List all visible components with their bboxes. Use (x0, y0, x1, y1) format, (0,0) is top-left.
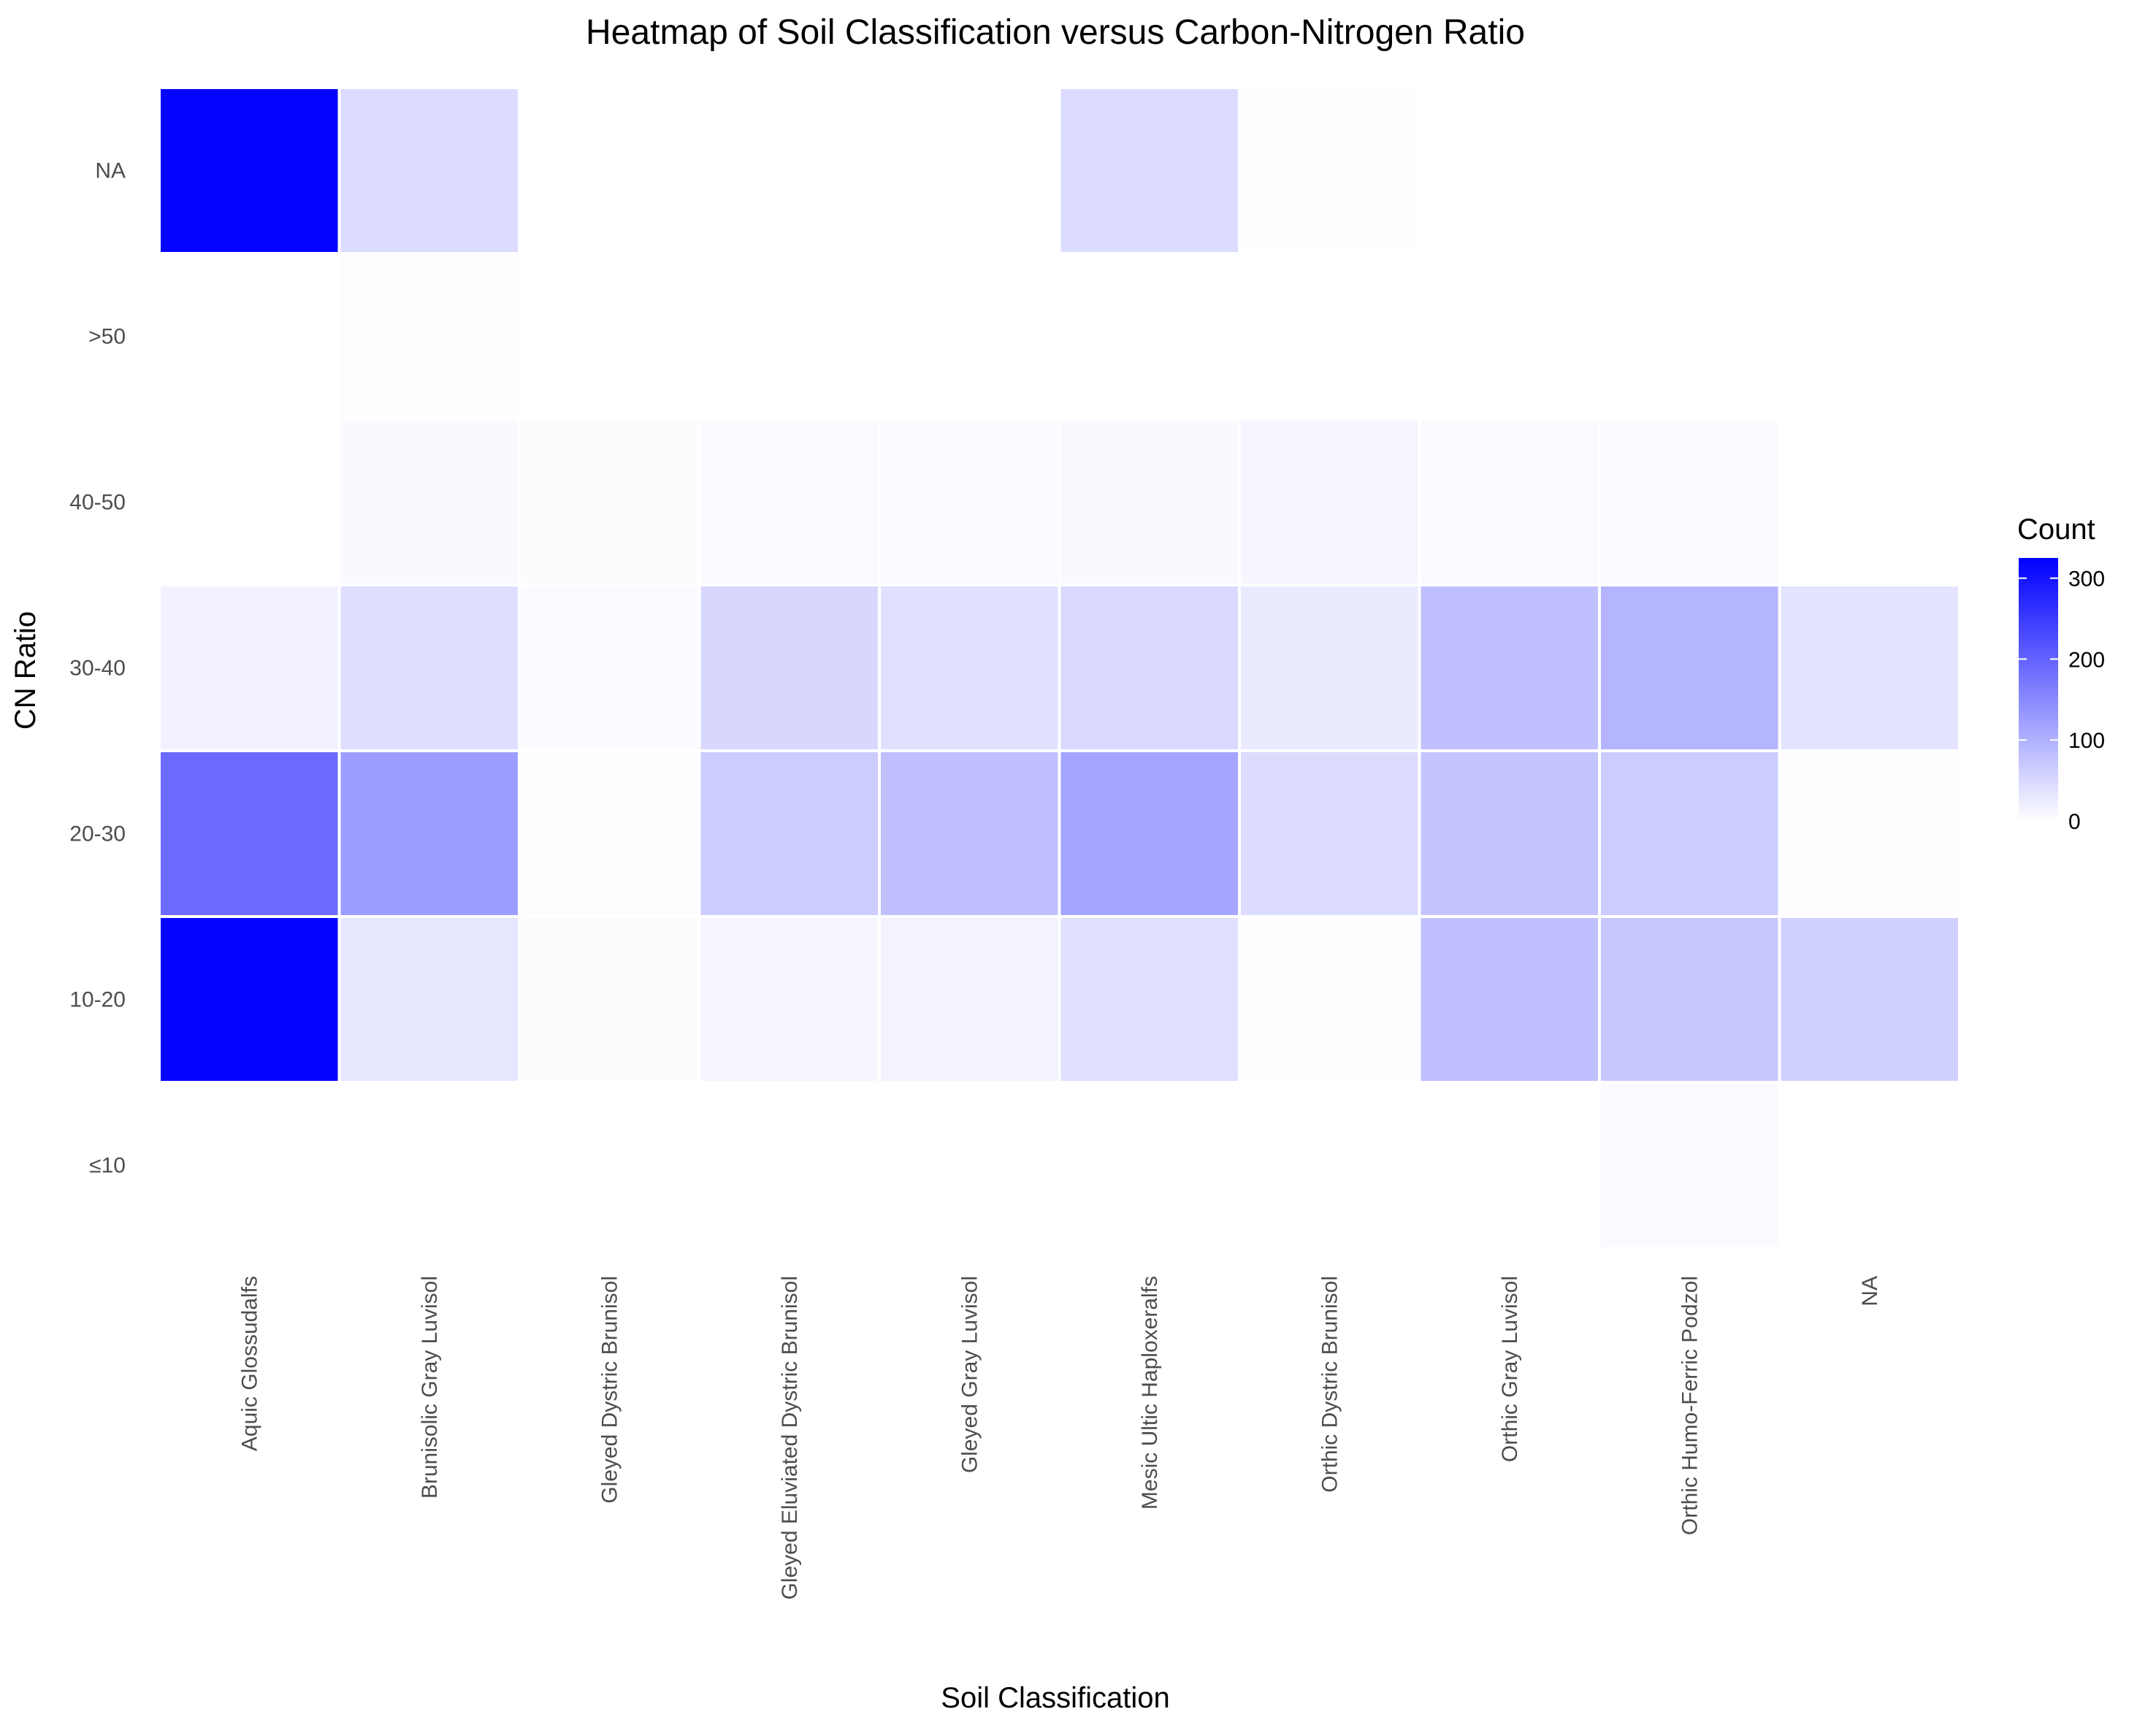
heatmap-cell-orthic-dystric-brunisol-30-40 (1238, 584, 1421, 752)
x-axis-title: Soil Classification (941, 1682, 1169, 1714)
x-tick-label-gleyed-gray-luvisol: Gleyed Gray Luvisol (957, 1276, 982, 1473)
heatmap-cell-mesic-ultic-haploxeralfs-20-30 (1058, 749, 1241, 918)
heatmap-cell-aquic-glossudalfs-10-20 (158, 915, 341, 1084)
heatmap-cell-mesic-ultic-haploxeralfs-40-50 (1058, 418, 1241, 586)
heatmap-cell-aquic-glossudalfs-20-30 (158, 749, 341, 918)
heatmap-cell-gleyed-eluviated-dystric-brunisol-10-20 (697, 915, 881, 1084)
heatmap-cell-brunisolic-gray-luvisol-gt50 (337, 252, 521, 421)
heatmap-cell-brunisolic-gray-luvisol-40-50 (337, 418, 521, 586)
x-tick-label-orthic-humo-ferric-podzol: Orthic Humo-Ferric Podzol (1678, 1276, 1702, 1535)
legend-tick-label: 100 (2068, 729, 2105, 753)
heatmap-cell-orthic-humo-ferric-podzol-40-50 (1598, 418, 1781, 586)
heatmap-cell-orthic-dystric-brunisol-10-20 (1238, 915, 1421, 1084)
heatmap-cell-orthic-humo-ferric-podzol-20-30 (1598, 749, 1781, 918)
legend-title: Count (2017, 513, 2095, 546)
heatmap-cell-gleyed-gray-luvisol-40-50 (878, 418, 1061, 586)
legend-tick-label: 0 (2068, 810, 2081, 834)
heatmap-cell-na-30-40 (1778, 584, 1961, 752)
x-tick-label-gleyed-dystric-brunisol: Gleyed Dystric Brunisol (597, 1276, 622, 1504)
heatmap-cell-gleyed-dystric-brunisol-10-20 (518, 915, 701, 1084)
legend-tick-label: 300 (2068, 567, 2105, 592)
heatmap-cell-na-10-20 (1778, 915, 1961, 1084)
heatmap-cell-na-20-30 (1778, 749, 1961, 918)
legend-colorbar (2019, 558, 2058, 821)
y-axis-title: CN Ratio (9, 611, 42, 730)
heatmap-cell-gleyed-dystric-brunisol-40-50 (518, 418, 701, 586)
heatmap-cell-orthic-dystric-brunisol-na (1238, 86, 1421, 255)
x-tick-label-aquic-glossudalfs: Aquic Glossudalfs (237, 1276, 261, 1451)
heatmap-cell-gleyed-eluviated-dystric-brunisol-30-40 (697, 584, 881, 752)
y-tick-label-na: NA (95, 159, 126, 183)
heatmap-cell-orthic-humo-ferric-podzol-30-40 (1598, 584, 1781, 752)
x-tick-label-gleyed-eluviated-dystric-brunisol: Gleyed Eluviated Dystric Brunisol (778, 1276, 802, 1600)
y-tick-label-40-50: 40-50 (69, 491, 126, 515)
x-tick-label-brunisolic-gray-luvisol: Brunisolic Gray Luvisol (418, 1276, 442, 1499)
heatmap-cell-gleyed-dystric-brunisol-20-30 (518, 749, 701, 918)
color-legend: Count 0 100 200 300 (2017, 513, 2105, 834)
heatmap-cell-orthic-gray-luvisol-30-40 (1418, 584, 1601, 752)
heatmap-cell-brunisolic-gray-luvisol-10-20 (337, 915, 521, 1084)
heatmap-cells (158, 86, 1961, 1250)
heatmap-cell-orthic-dystric-brunisol-40-50 (1238, 418, 1421, 586)
heatmap-cell-aquic-glossudalfs-30-40 (158, 584, 341, 752)
x-tick-label-mesic-ultic-haploxeralfs: Mesic Ultic Haploxeralfs (1138, 1276, 1162, 1510)
heatmap-cell-orthic-humo-ferric-podzol-10-20 (1598, 915, 1781, 1084)
y-axis-ticks: NA >50 40-50 30-40 20-30 10-20 ≤10 (69, 159, 126, 1178)
y-tick-label-30-40: 30-40 (69, 657, 126, 681)
x-tick-label-orthic-dystric-brunisol: Orthic Dystric Brunisol (1318, 1276, 1342, 1493)
x-axis-ticks: Aquic Glossudalfs Brunisolic Gray Luvisol… (237, 1276, 1882, 1600)
heatmap-cell-gleyed-gray-luvisol-10-20 (878, 915, 1061, 1084)
heatmap-cell-orthic-dystric-brunisol-20-30 (1238, 749, 1421, 918)
heatmap-cell-orthic-gray-luvisol-40-50 (1418, 418, 1601, 586)
y-tick-label-gt50: >50 (88, 325, 126, 349)
y-tick-label-20-30: 20-30 (69, 822, 126, 846)
chart-title: Heatmap of Soil Classification versus Ca… (586, 13, 1525, 52)
x-tick-label-na: NA (1858, 1276, 1882, 1307)
legend-ticks: 0 100 200 300 (2019, 567, 2105, 834)
heatmap-cell-gleyed-gray-luvisol-30-40 (878, 584, 1061, 752)
heatmap-cell-mesic-ultic-haploxeralfs-10-20 (1058, 915, 1241, 1084)
legend-tick-label: 200 (2068, 648, 2105, 672)
heatmap-cell-orthic-gray-luvisol-10-20 (1418, 915, 1601, 1084)
heatmap-cell-brunisolic-gray-luvisol-20-30 (337, 749, 521, 918)
heatmap-cell-brunisolic-gray-luvisol-na (337, 86, 521, 255)
y-tick-label-le10: ≤10 (89, 1154, 126, 1178)
y-tick-label-10-20: 10-20 (69, 988, 126, 1012)
heatmap-cell-aquic-glossudalfs-na (158, 86, 341, 255)
heatmap-cell-orthic-gray-luvisol-20-30 (1418, 749, 1601, 918)
heatmap-cell-gleyed-eluviated-dystric-brunisol-40-50 (697, 418, 881, 586)
heatmap-cell-orthic-humo-ferric-podzol-le10 (1598, 1081, 1781, 1250)
heatmap-cell-mesic-ultic-haploxeralfs-30-40 (1058, 584, 1241, 752)
heatmap-cell-mesic-ultic-haploxeralfs-na (1058, 86, 1241, 255)
heatmap-cell-brunisolic-gray-luvisol-30-40 (337, 584, 521, 752)
heatmap-cell-gleyed-gray-luvisol-20-30 (878, 749, 1061, 918)
heatmap-cell-gleyed-eluviated-dystric-brunisol-20-30 (697, 749, 881, 918)
heatmap-cell-gleyed-dystric-brunisol-30-40 (518, 584, 701, 752)
x-tick-label-orthic-gray-luvisol: Orthic Gray Luvisol (1498, 1276, 1522, 1462)
